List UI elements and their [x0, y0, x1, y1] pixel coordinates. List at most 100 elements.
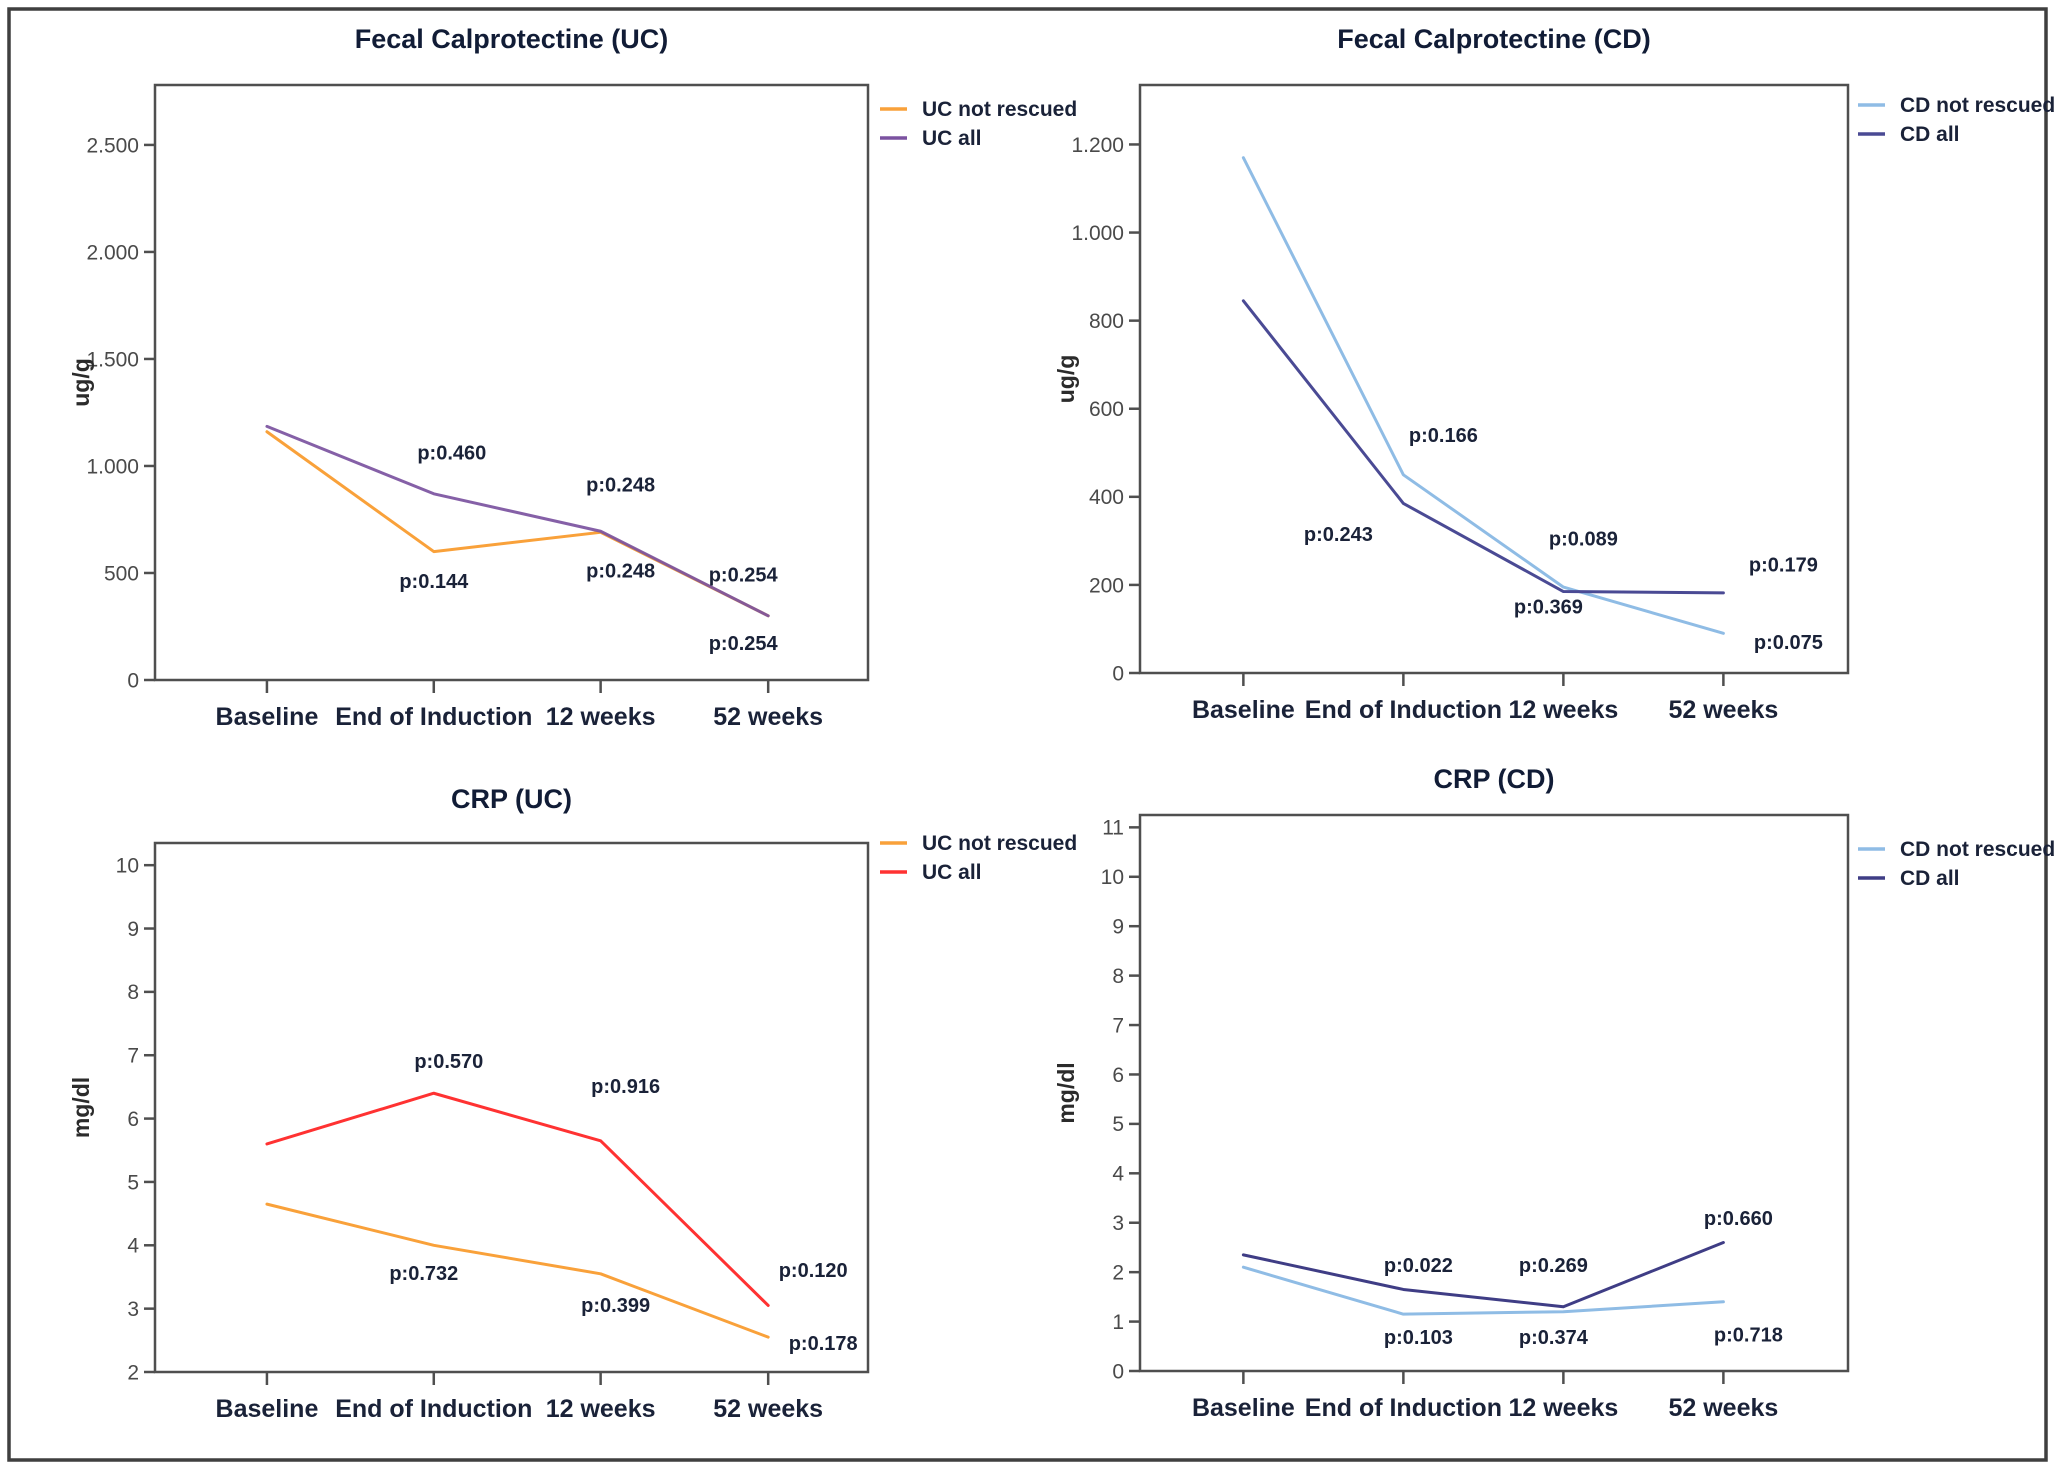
y-axis-tick-label: 8	[127, 981, 139, 1004]
p-value-label: p:0.374	[1519, 1327, 1589, 1349]
legend-item: UC all	[880, 861, 982, 884]
legend-item: CD not rescued	[1858, 838, 2055, 861]
x-axis-tick-label: 52 weeks	[1668, 1394, 1778, 1422]
legend-item: UC not rescued	[880, 98, 1077, 121]
p-value-label: p:0.022	[1384, 1255, 1453, 1277]
legend-item: UC all	[880, 127, 982, 150]
y-axis-tick-label: 1	[1112, 1311, 1124, 1334]
p-value-label: p:0.254	[709, 633, 779, 655]
p-value-label: p:0.660	[1704, 1208, 1773, 1230]
y-axis-tick-label: 400	[1089, 486, 1124, 509]
p-value-label: p:0.732	[389, 1263, 458, 1285]
legend-item: UC not rescued	[880, 832, 1077, 855]
x-axis-tick-label: 52 weeks	[713, 703, 823, 731]
legend: CD not rescued CD all	[1858, 94, 2055, 146]
legend: CD not rescued CD all	[1858, 838, 2055, 890]
y-axis-tick-label: 2.000	[86, 241, 139, 264]
legend-label: UC all	[922, 127, 982, 150]
y-axis-unit-label: ug/g	[68, 358, 94, 407]
chart-title: Fecal Calprotectine (CD)	[1337, 24, 1651, 54]
p-value-label: p:0.179	[1749, 555, 1818, 577]
y-axis-tick-label: 1.500	[86, 348, 139, 371]
y-axis-tick-label: 8	[1112, 965, 1124, 988]
legend-item: CD not rescued	[1858, 94, 2055, 117]
p-value-label: p:0.254	[709, 565, 779, 587]
y-axis-tick-label: 200	[1089, 574, 1124, 597]
series-line-cd-all	[1241, 1241, 1725, 1309]
series-line-uc-all	[265, 1091, 770, 1307]
legend-label: CD not rescued	[1900, 94, 2055, 117]
p-value-label: p:0.369	[1514, 597, 1583, 619]
x-axis-tick-label: 12 weeks	[546, 703, 656, 731]
y-axis-tick-label: 0	[1112, 1360, 1124, 1383]
figure-outer-border	[7, 7, 2048, 1462]
x-axis-tick-label: End of Induction	[335, 703, 532, 731]
plot-area-border	[1138, 83, 1850, 675]
y-axis-unit-label: mg/dl	[1053, 1062, 1079, 1123]
series-line-cd-all	[1241, 299, 1725, 595]
series-line-cd-not-rescued	[1241, 156, 1725, 635]
p-value-label: p:0.243	[1304, 524, 1373, 546]
plot-area-border	[153, 841, 870, 1374]
y-axis-tick-label: 800	[1089, 310, 1124, 333]
p-value-label: p:0.120	[779, 1260, 848, 1282]
x-axis-tick-label: End of Induction	[1305, 1394, 1502, 1422]
p-value-label: p:0.248	[586, 475, 655, 497]
x-axis-tick-label: Baseline	[1192, 1394, 1295, 1422]
y-axis-tick-label: 2.500	[86, 134, 139, 157]
chart-title: CRP (CD)	[1434, 764, 1555, 794]
series-line-cd-not-rescued	[1241, 1265, 1725, 1316]
y-axis-tick-label: 600	[1089, 398, 1124, 421]
p-value-label: p:0.166	[1409, 425, 1478, 447]
y-axis-tick-label: 4	[1112, 1163, 1124, 1186]
x-axis-tick-label: Baseline	[216, 1395, 319, 1423]
p-value-label: p:0.075	[1754, 632, 1823, 654]
legend-label: UC not rescued	[922, 832, 1077, 855]
p-value-label: p:0.089	[1549, 528, 1618, 550]
p-value-label: p:0.144	[399, 571, 469, 593]
y-axis-tick-label: 9	[1112, 916, 1124, 939]
x-axis-tick-label: 12 weeks	[546, 1395, 656, 1423]
series-line-uc-not-rescued	[265, 1202, 770, 1339]
y-axis-tick-label: 7	[1112, 1014, 1124, 1037]
y-axis-tick-label: 5	[1112, 1113, 1124, 1136]
legend: UC not rescued UC all	[880, 98, 1077, 150]
p-value-label: p:0.570	[414, 1051, 483, 1073]
y-axis-tick-label: 6	[127, 1108, 139, 1131]
legend-item: CD all	[1858, 123, 1960, 146]
legend-label: CD all	[1900, 123, 1960, 146]
chart-title: CRP (UC)	[451, 784, 572, 814]
chart-fecal-calprotectine-uc: Fecal Calprotectine (UC) 0 500 1.000 1.500 2.…	[68, 24, 1077, 731]
y-axis-tick-label: 3	[1112, 1212, 1124, 1235]
y-axis-tick-label: 3	[127, 1298, 139, 1321]
plot-area-border	[153, 83, 870, 682]
p-value-label: p:0.103	[1384, 1327, 1453, 1349]
y-axis-tick-label: 7	[127, 1045, 139, 1068]
legend-label: UC all	[922, 861, 982, 884]
x-axis-tick-label: 52 weeks	[1668, 696, 1778, 724]
y-axis-unit-label: mg/dl	[68, 1077, 94, 1138]
y-axis-tick-label: 1.000	[86, 455, 139, 478]
x-axis-tick-label: Baseline	[216, 703, 319, 731]
chart-crp-cd: CRP (CD) 0 1 2 3 4 5 6 7 8 9 10 11 Baseline End of Ind…	[1053, 764, 2055, 1422]
y-axis-tick-label: 1.200	[1071, 134, 1124, 157]
p-value-label: p:0.178	[789, 1333, 858, 1355]
chart-crp-uc: CRP (UC) 2 3 4 5 6 7 8 9 10 Baseline End of Inducti…	[68, 784, 1077, 1423]
series-line-uc-all	[265, 424, 770, 618]
x-axis-tick-label: End of Induction	[1305, 696, 1502, 724]
p-value-label: p:0.269	[1519, 1255, 1588, 1277]
y-axis-tick-label: 0	[1112, 662, 1124, 685]
p-value-label: p:0.916	[591, 1076, 660, 1098]
x-axis-tick-label: 52 weeks	[713, 1395, 823, 1423]
y-axis-tick-label: 4	[127, 1235, 139, 1258]
p-value-label: p:0.399	[581, 1295, 650, 1317]
legend-label: CD all	[1900, 867, 1960, 890]
legend-label: UC not rescued	[922, 98, 1077, 121]
chart-title: Fecal Calprotectine (UC)	[355, 24, 669, 54]
x-axis-tick-label: 12 weeks	[1508, 1394, 1618, 1422]
p-value-label: p:0.460	[417, 443, 486, 465]
y-axis-tick-label: 9	[127, 918, 139, 941]
